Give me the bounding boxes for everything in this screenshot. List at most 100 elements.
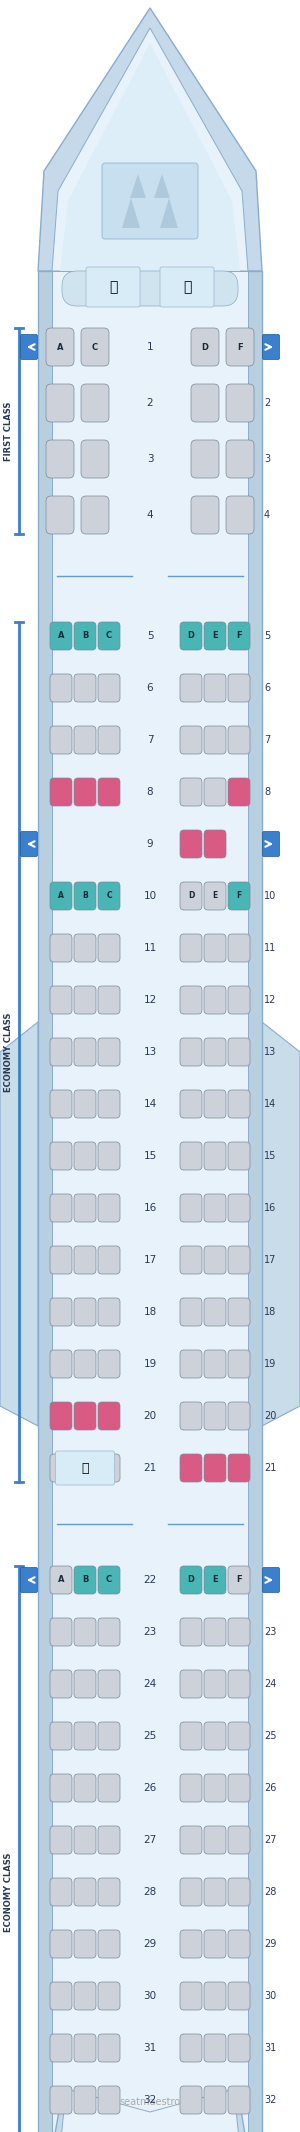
FancyBboxPatch shape <box>204 1983 226 2010</box>
FancyBboxPatch shape <box>98 1403 120 1431</box>
FancyBboxPatch shape <box>98 1350 120 1377</box>
Polygon shape <box>52 2089 248 2132</box>
FancyBboxPatch shape <box>74 1194 96 1222</box>
Text: 10: 10 <box>143 891 157 902</box>
FancyBboxPatch shape <box>98 1929 120 1957</box>
FancyBboxPatch shape <box>180 1403 202 1431</box>
Text: 15: 15 <box>143 1151 157 1162</box>
Text: 23: 23 <box>143 1627 157 1637</box>
FancyBboxPatch shape <box>50 1089 72 1117</box>
Text: 31: 31 <box>143 2042 157 2053</box>
Text: 22: 22 <box>264 1576 277 1584</box>
FancyBboxPatch shape <box>50 1143 72 1170</box>
FancyBboxPatch shape <box>228 1618 250 1646</box>
FancyBboxPatch shape <box>191 439 219 478</box>
FancyBboxPatch shape <box>180 1298 202 1326</box>
Text: 11: 11 <box>264 942 276 953</box>
FancyBboxPatch shape <box>81 497 109 533</box>
FancyBboxPatch shape <box>98 1038 120 1066</box>
FancyBboxPatch shape <box>98 1143 120 1170</box>
FancyBboxPatch shape <box>81 439 109 478</box>
FancyBboxPatch shape <box>228 1669 250 1697</box>
FancyBboxPatch shape <box>228 1245 250 1275</box>
FancyBboxPatch shape <box>50 1350 72 1377</box>
Text: 4: 4 <box>264 510 270 520</box>
Text: 26: 26 <box>143 1782 157 1793</box>
FancyBboxPatch shape <box>74 2085 96 2115</box>
Text: 3: 3 <box>147 454 153 465</box>
Text: 31: 31 <box>264 2042 276 2053</box>
FancyBboxPatch shape <box>204 1089 226 1117</box>
Text: D: D <box>188 631 194 640</box>
FancyBboxPatch shape <box>228 674 250 701</box>
FancyBboxPatch shape <box>50 1723 72 1750</box>
FancyBboxPatch shape <box>74 985 96 1015</box>
FancyBboxPatch shape <box>228 1089 250 1117</box>
FancyBboxPatch shape <box>50 1774 72 1802</box>
Text: 2: 2 <box>264 399 270 407</box>
FancyBboxPatch shape <box>46 384 74 422</box>
Text: 3: 3 <box>264 454 270 465</box>
Text: ECONOMY CLASS: ECONOMY CLASS <box>4 1013 14 1092</box>
Text: C: C <box>106 631 112 640</box>
FancyBboxPatch shape <box>102 162 198 239</box>
FancyBboxPatch shape <box>74 1723 96 1750</box>
Text: 7: 7 <box>147 736 153 744</box>
FancyBboxPatch shape <box>228 1723 250 1750</box>
FancyBboxPatch shape <box>228 1983 250 2010</box>
FancyBboxPatch shape <box>228 1567 250 1595</box>
Polygon shape <box>38 2094 262 2132</box>
FancyBboxPatch shape <box>204 778 226 806</box>
FancyBboxPatch shape <box>86 266 140 307</box>
Polygon shape <box>52 28 248 271</box>
FancyBboxPatch shape <box>50 1669 72 1697</box>
Text: 19: 19 <box>264 1358 276 1369</box>
FancyBboxPatch shape <box>81 328 109 367</box>
Text: C: C <box>106 891 112 900</box>
FancyBboxPatch shape <box>226 384 254 422</box>
Text: 27: 27 <box>143 1836 157 1844</box>
Text: B: B <box>82 631 88 640</box>
FancyBboxPatch shape <box>50 1245 72 1275</box>
FancyBboxPatch shape <box>50 727 72 755</box>
Polygon shape <box>38 9 262 271</box>
FancyBboxPatch shape <box>228 1038 250 1066</box>
Text: 6: 6 <box>264 682 270 693</box>
Text: 4: 4 <box>147 510 153 520</box>
Text: 1: 1 <box>147 341 153 352</box>
Text: 29: 29 <box>264 1938 276 1949</box>
Text: D: D <box>202 343 208 352</box>
Text: 20: 20 <box>143 1411 157 1422</box>
FancyBboxPatch shape <box>160 266 214 307</box>
Text: 19: 19 <box>143 1358 157 1369</box>
FancyBboxPatch shape <box>180 1774 202 1802</box>
FancyBboxPatch shape <box>180 1567 202 1595</box>
FancyBboxPatch shape <box>98 1878 120 1906</box>
FancyBboxPatch shape <box>180 1245 202 1275</box>
Text: 25: 25 <box>264 1731 277 1742</box>
FancyBboxPatch shape <box>180 1618 202 1646</box>
FancyBboxPatch shape <box>74 727 96 755</box>
FancyBboxPatch shape <box>204 1723 226 1750</box>
FancyBboxPatch shape <box>81 384 109 422</box>
Text: D: D <box>188 1576 194 1584</box>
FancyBboxPatch shape <box>98 1567 120 1595</box>
FancyBboxPatch shape <box>98 1723 120 1750</box>
FancyBboxPatch shape <box>98 778 120 806</box>
FancyBboxPatch shape <box>204 1298 226 1326</box>
Polygon shape <box>122 198 140 228</box>
Text: 20: 20 <box>264 1411 276 1422</box>
FancyBboxPatch shape <box>191 497 219 533</box>
Text: 21: 21 <box>143 1463 157 1473</box>
FancyBboxPatch shape <box>74 1618 96 1646</box>
FancyBboxPatch shape <box>50 1878 72 1906</box>
FancyBboxPatch shape <box>74 2034 96 2062</box>
FancyBboxPatch shape <box>50 1298 72 1326</box>
FancyBboxPatch shape <box>46 497 74 533</box>
FancyBboxPatch shape <box>50 1038 72 1066</box>
FancyBboxPatch shape <box>50 2034 72 2062</box>
FancyBboxPatch shape <box>74 623 96 650</box>
FancyBboxPatch shape <box>228 1194 250 1222</box>
FancyBboxPatch shape <box>204 1454 226 1482</box>
FancyBboxPatch shape <box>226 439 254 478</box>
